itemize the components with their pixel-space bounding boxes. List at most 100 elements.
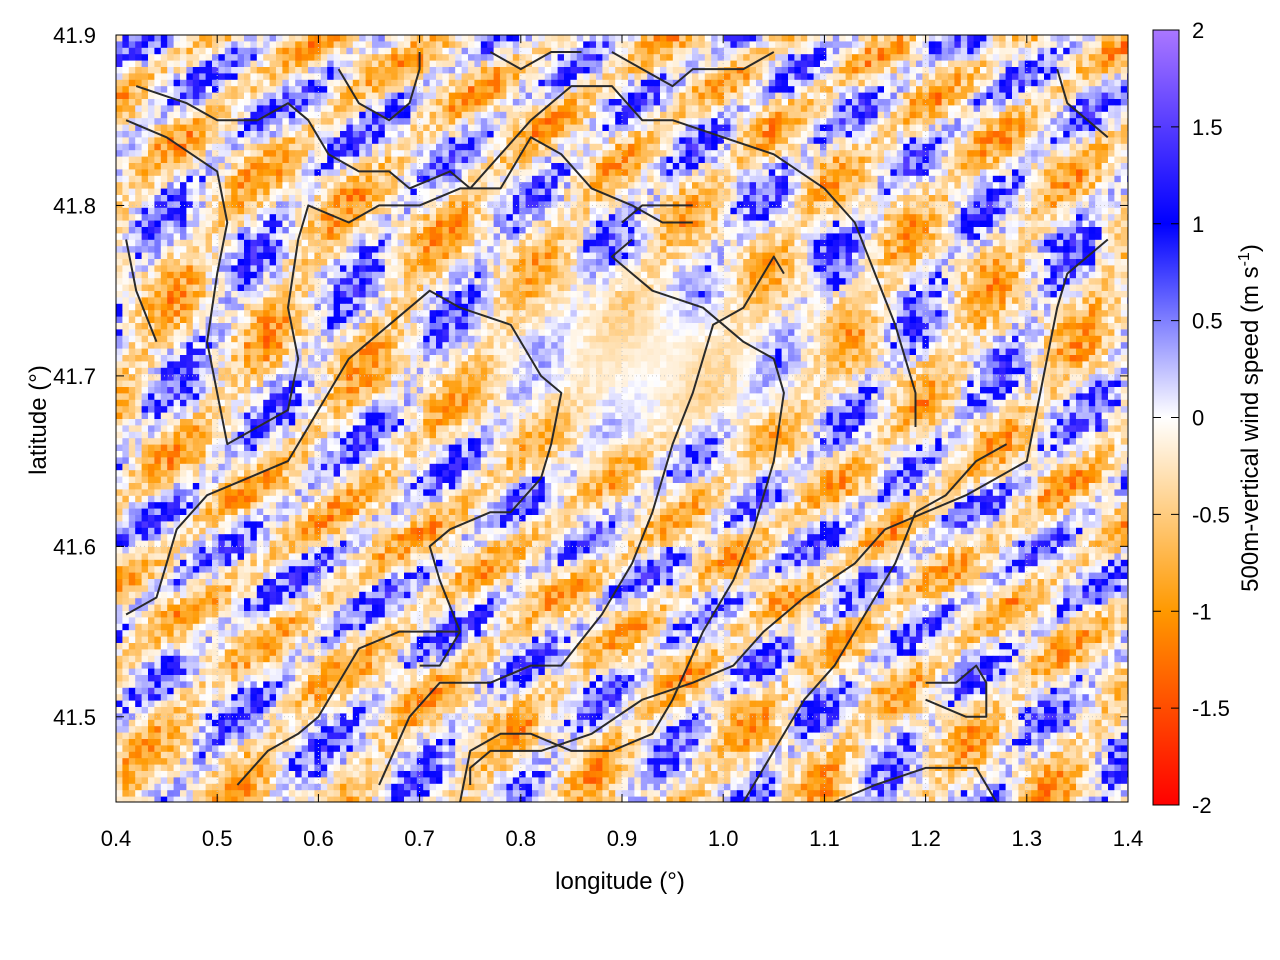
heatmap-cell (1018, 156, 1026, 164)
heatmap-cell (692, 111, 699, 119)
heatmap-cell (320, 201, 328, 209)
heatmap-cell (1024, 131, 1032, 138)
heatmap-cell (384, 79, 392, 87)
heatmap-cell (346, 67, 354, 74)
heatmap-cell (954, 214, 962, 221)
heatmap-cell (749, 137, 757, 145)
heatmap-cell (743, 207, 750, 215)
heatmap-cell (288, 60, 296, 68)
heatmap-cell (621, 220, 629, 228)
heatmap-cell (141, 175, 149, 183)
heatmap-cell (711, 195, 718, 202)
heatmap-cell (634, 207, 642, 215)
heatmap-cell (551, 188, 558, 196)
heatmap-cell (282, 118, 290, 125)
heatmap-cell (1082, 150, 1090, 157)
heatmap-cell (295, 86, 302, 93)
heatmap-cell (1069, 137, 1077, 145)
heatmap-cell (1050, 182, 1058, 189)
heatmap-cell (218, 111, 226, 119)
heatmap-cell (359, 188, 366, 196)
heatmap-cell (231, 131, 238, 138)
heatmap-cell (628, 73, 635, 81)
heatmap-cell (1108, 35, 1115, 42)
heatmap-cell (692, 201, 699, 209)
heatmap-cell (128, 67, 136, 74)
heatmap-cell (698, 35, 706, 42)
heatmap-cell (436, 207, 443, 215)
heatmap-cell (487, 182, 494, 189)
heatmap-cell (583, 201, 590, 209)
heatmap-cell (909, 156, 917, 164)
heatmap-cell (621, 124, 629, 132)
heatmap-cell (640, 188, 648, 196)
heatmap-cell (141, 47, 149, 55)
heatmap-cell (148, 175, 155, 183)
heatmap-cell (397, 79, 405, 87)
heatmap-cell (487, 92, 494, 100)
heatmap-cell (768, 73, 776, 81)
heatmap-cell (199, 137, 206, 145)
heatmap-cell (1056, 111, 1064, 119)
heatmap-cell (314, 143, 322, 151)
heatmap-cell (800, 163, 808, 170)
heatmap-cell (864, 143, 872, 151)
heatmap-cell (397, 220, 405, 228)
heatmap-cell (500, 105, 507, 113)
heatmap-cell (333, 131, 341, 138)
heatmap-cell (436, 137, 443, 145)
heatmap-cell (871, 118, 878, 125)
heatmap-cell (903, 137, 910, 145)
heatmap-cell (666, 105, 674, 113)
heatmap-cell (666, 150, 674, 157)
heatmap-cell (980, 111, 987, 119)
heatmap-cell (500, 67, 507, 74)
heatmap-cell (461, 105, 469, 113)
heatmap-cell (1037, 73, 1045, 81)
heatmap-cell (167, 92, 174, 100)
heatmap-cell (231, 86, 238, 93)
heatmap-cell (116, 73, 123, 81)
heatmap-cell (672, 73, 680, 81)
heatmap-cell (410, 233, 418, 241)
heatmap-cell (960, 227, 968, 234)
heatmap-cell (576, 214, 584, 221)
heatmap-cell (628, 79, 635, 87)
heatmap-cell (231, 105, 238, 113)
heatmap-cell (1108, 163, 1115, 170)
heatmap-cell (679, 214, 686, 221)
heatmap-cell (512, 188, 520, 196)
heatmap-cell (948, 207, 955, 215)
heatmap-cell (621, 175, 629, 183)
heatmap-cell (596, 195, 603, 202)
heatmap-cell (423, 143, 430, 151)
heatmap-cell (935, 143, 942, 151)
heatmap-cell (314, 86, 322, 93)
heatmap-cell (980, 175, 987, 183)
heatmap-cell (340, 118, 347, 125)
heatmap-cell (1063, 73, 1070, 81)
heatmap-cell (672, 195, 680, 202)
heatmap-cell (487, 175, 494, 183)
heatmap-cell (864, 99, 872, 106)
heatmap-cell (730, 124, 738, 132)
heatmap-cell (980, 195, 987, 202)
heatmap-cell (852, 163, 859, 170)
heatmap-cell (493, 92, 501, 100)
heatmap-cell (352, 143, 360, 151)
heatmap-cell (576, 105, 584, 113)
heatmap-cell (423, 131, 430, 138)
heatmap-cell (372, 47, 379, 55)
heatmap-cell (775, 73, 782, 81)
heatmap-cell (845, 214, 853, 221)
heatmap-cell (1037, 175, 1045, 183)
heatmap-cell (884, 54, 891, 61)
heatmap-cell (858, 86, 866, 93)
heatmap-cell (525, 99, 533, 106)
heatmap-cell (960, 143, 968, 151)
heatmap-cell (711, 227, 718, 234)
heatmap-cell (820, 54, 827, 61)
heatmap-cell (736, 163, 744, 170)
heatmap-cell (909, 54, 917, 61)
heatmap-cell (909, 137, 917, 145)
